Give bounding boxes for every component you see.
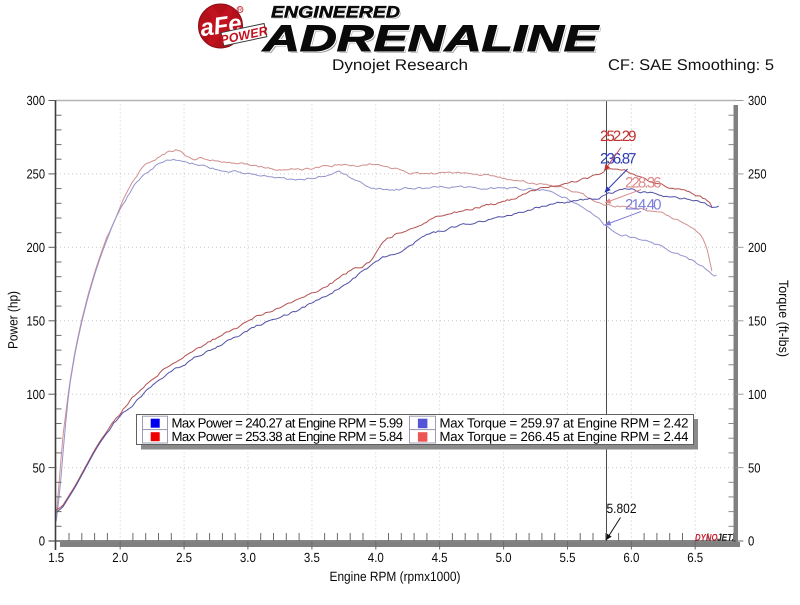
svg-text:150: 150 (27, 313, 46, 328)
svg-text:300: 300 (748, 93, 767, 108)
svg-text:ENGINEERED: ENGINEERED (271, 4, 400, 22)
svg-text:100: 100 (27, 387, 46, 402)
svg-text:250: 250 (27, 167, 46, 182)
svg-text:200: 200 (748, 240, 767, 255)
svg-text:Max Power = 240.27 at Engine R: Max Power = 240.27 at Engine RPM = 5.99 (172, 415, 404, 430)
svg-text:Torque (ft-lbs): Torque (ft-lbs) (776, 280, 791, 357)
svg-text:JET.: JET. (717, 533, 734, 544)
svg-text:Dynojet Research: Dynojet Research (332, 57, 468, 74)
svg-text:5.0: 5.0 (496, 550, 512, 565)
svg-text:4.5: 4.5 (432, 550, 448, 565)
svg-text:2.5: 2.5 (176, 550, 192, 565)
svg-text:236.87: 236.87 (600, 151, 637, 168)
svg-text:R: R (238, 8, 242, 14)
svg-text:Max Power = 253.38 at Engine R: Max Power = 253.38 at Engine RPM = 5.84 (172, 429, 404, 444)
svg-text:DYNO: DYNO (695, 533, 718, 544)
svg-text:0: 0 (39, 534, 45, 549)
svg-text:0: 0 (748, 534, 754, 549)
svg-text:3.0: 3.0 (240, 550, 256, 565)
svg-text:Max Torque = 266.45 at Engine: Max Torque = 266.45 at Engine RPM = 2.44 (440, 429, 689, 444)
svg-text:5.5: 5.5 (560, 550, 576, 565)
svg-text:Engine RPM (rpmx1000): Engine RPM (rpmx1000) (330, 569, 461, 584)
svg-text:200: 200 (27, 240, 46, 255)
svg-text:ADRENALINE: ADRENALINE (262, 18, 600, 59)
svg-text:Power (hp): Power (hp) (6, 291, 21, 349)
svg-text:ADRENALINE: ADRENALINE (262, 18, 600, 59)
svg-text:250: 250 (748, 167, 767, 182)
svg-text:50: 50 (33, 460, 46, 475)
svg-text:5.802: 5.802 (607, 501, 637, 516)
svg-text:1.5: 1.5 (48, 550, 64, 565)
svg-text:50: 50 (748, 460, 761, 475)
svg-text:Max Torque = 259.97 at Engine: Max Torque = 259.97 at Engine RPM = 2.42 (440, 415, 689, 430)
svg-text:150: 150 (748, 313, 767, 328)
svg-text:4.0: 4.0 (368, 550, 384, 565)
svg-text:CF: SAE Smoothing: 5: CF: SAE Smoothing: 5 (608, 57, 774, 74)
svg-text:ENGINEERED: ENGINEERED (271, 4, 400, 22)
svg-text:2.0: 2.0 (112, 550, 128, 565)
svg-text:300: 300 (27, 93, 46, 108)
svg-text:6.5: 6.5 (687, 550, 703, 565)
svg-text:ENGINEERED: ENGINEERED (273, 5, 402, 23)
svg-text:228.36: 228.36 (625, 175, 662, 192)
svg-text:214.40: 214.40 (625, 197, 662, 214)
svg-text:252.29: 252.29 (600, 128, 637, 145)
svg-text:3.5: 3.5 (304, 550, 320, 565)
svg-text:ADRENALINE: ADRENALINE (264, 20, 602, 61)
svg-text:100: 100 (748, 387, 767, 402)
svg-text:6.0: 6.0 (623, 550, 639, 565)
